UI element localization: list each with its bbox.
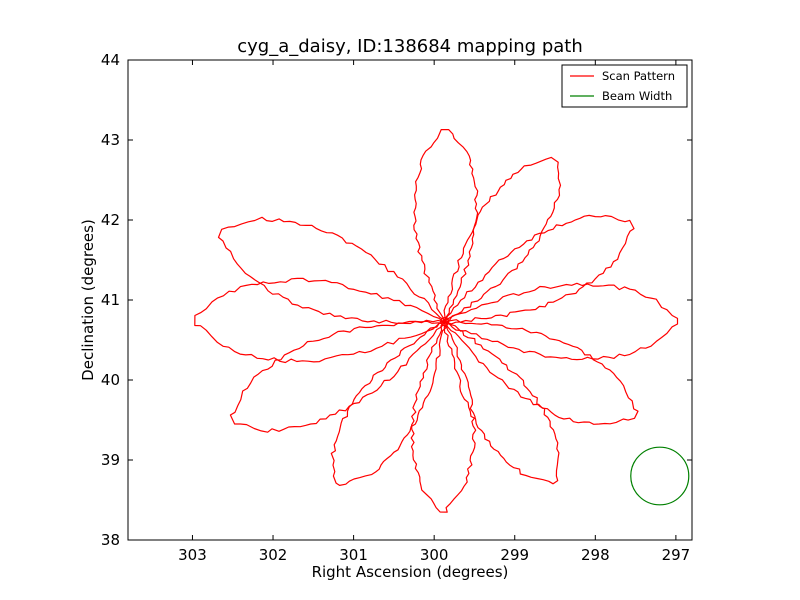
scan-petal-9 [229,319,446,433]
y-tick-label: 44 [101,51,120,69]
x-tick-label: 302 [259,546,288,564]
scan-petal-1 [413,129,479,323]
scan-petal-4 [444,282,679,361]
x-axis-label: Right Ascension (degrees) [312,563,509,581]
x-tick-label: 301 [339,546,368,564]
scan-petal-11 [217,216,446,324]
scan-petal-5 [443,319,639,425]
x-tick-label: 300 [420,546,449,564]
y-tick-label: 42 [101,211,120,229]
x-tick-label: 299 [500,546,529,564]
legend-beam-label: Beam Width [602,89,672,103]
beam-width-layer [630,446,690,506]
y-axis-ticks: 38 39 40 41 42 43 44 [101,51,692,549]
legend-box [561,64,688,108]
chart-title: cyg_a_daisy, ID:138684 mapping path [237,36,583,57]
y-tick-label: 39 [101,451,120,469]
x-axis-ticks: 303 302 301 300 299 298 297 [178,60,690,564]
y-tick-label: 41 [101,291,120,309]
plot-clip-group [194,129,690,513]
x-tick-label: 303 [178,546,207,564]
scan-petal-3 [443,214,635,325]
y-tick-label: 43 [101,131,120,149]
scan-petal-10 [194,277,446,364]
legend: Scan Pattern Beam Width [561,64,688,108]
y-axis-label: Declination (degrees) [79,219,97,381]
y-tick-label: 38 [101,531,120,549]
scan-petal-6 [443,320,560,485]
scan-pattern-layer [194,129,679,513]
x-tick-label: 297 [662,546,691,564]
beam-width-circle [630,446,690,506]
y-tick-label: 40 [101,371,120,389]
scan-petal-8 [330,320,447,486]
scan-petal-2 [442,156,562,323]
scan-center-loop [440,317,450,327]
scan-petal-7 [410,321,477,513]
legend-scan-label: Scan Pattern [602,69,675,83]
x-tick-label: 298 [581,546,610,564]
